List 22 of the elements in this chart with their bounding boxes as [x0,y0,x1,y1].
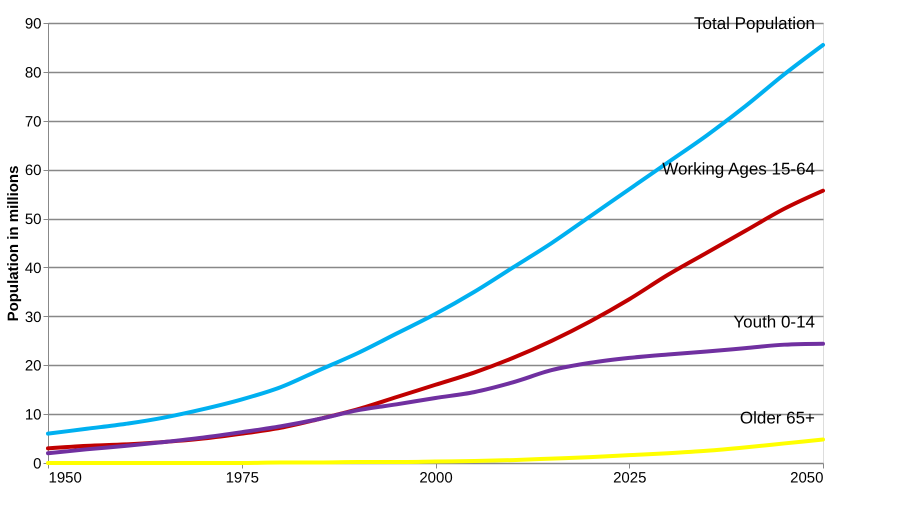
y-tick-label: 60 [24,162,42,180]
line-series [46,43,825,436]
y-axis-title: Population in millions [4,166,22,322]
series-label: Youth 0-14 [733,312,815,332]
series-label: Total Population [694,14,815,33]
y-tick-label: 20 [24,358,42,375]
series-label: Working Ages 15-64 [662,160,815,179]
x-tick-label: 2050 [790,470,824,486]
y-tick-label: 40 [24,260,42,277]
y-tick-label: 80 [24,64,42,82]
y-tick-label: 50 [24,211,42,228]
x-tick-label: 1975 [226,470,259,486]
x-tick-label: 1950 [48,470,82,486]
y-tick-label: 30 [24,308,42,326]
y-tick-label: 70 [24,113,42,130]
series-label: Older 65+ [740,408,816,428]
x-tick-label: 2025 [613,470,646,486]
y-tick-label: 0 [33,456,42,472]
x-tick-label: 2000 [419,470,453,486]
line-series [46,342,825,456]
y-tick-label: 90 [24,16,42,32]
y-tick-label: 10 [24,406,42,424]
